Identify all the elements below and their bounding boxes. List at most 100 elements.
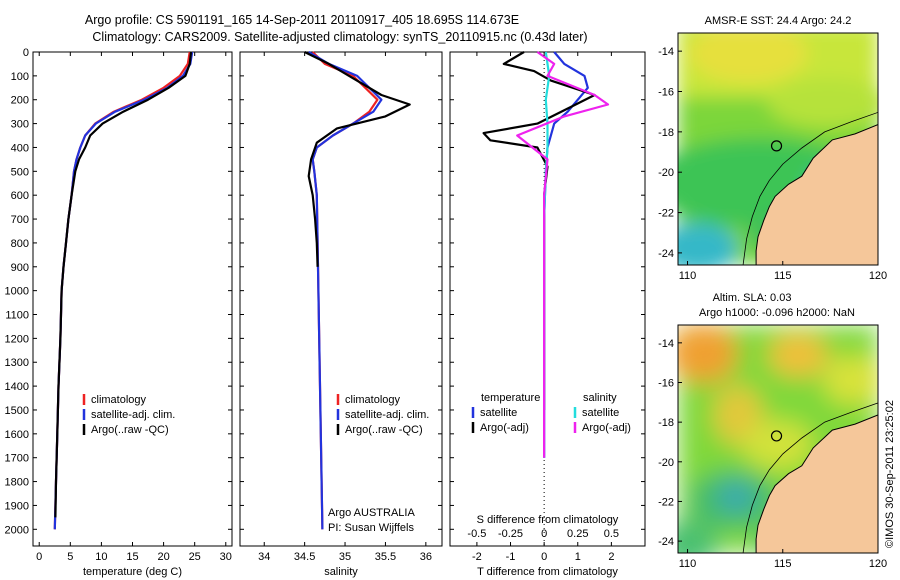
map-y-tick-label: -14: [658, 338, 674, 350]
map-x-tick-label: 120: [869, 270, 887, 282]
map-sst-title: AMSR-E SST: 24.4 Argo: 24.2: [705, 15, 852, 27]
sla-high-1: [678, 325, 738, 383]
y-tick-label: 1100: [5, 310, 29, 322]
x-tick-label: -1: [506, 551, 516, 563]
y-tick-label: 700: [11, 214, 29, 226]
salinity-xlabel: salinity: [324, 566, 358, 578]
sla-high-3: [823, 355, 878, 405]
map-y-tick-label: -14: [658, 46, 674, 58]
y-tick-label: 1700: [5, 453, 29, 465]
difference-series-3: [516, 51, 610, 458]
x-tick-label-s: 0.5: [604, 528, 619, 540]
x-tick-label: 1: [575, 551, 581, 563]
map-sst-isobath: [742, 111, 878, 265]
legend-entry: Argo(-adj): [582, 422, 631, 434]
y-tick-label: 1600: [5, 429, 29, 441]
map-sla-frame: [677, 324, 879, 554]
map-y-tick-label: -24: [658, 248, 674, 260]
map-y-tick-label: -18: [658, 127, 674, 139]
map-sst-frame: [677, 32, 879, 266]
map-x-tick-label: 115: [774, 558, 792, 570]
map-y-tick-label: -20: [658, 167, 674, 179]
salinity-series-2: [304, 51, 411, 267]
difference-xlabel-top: S difference from climatology: [477, 514, 619, 526]
map-sla-field: [678, 325, 878, 553]
x-tick-label: 34.5: [294, 551, 315, 563]
salinity-panel: 34 34.5 35 35.5 36 salinity climatology satelli…: [239, 51, 443, 578]
map-y-tick-label: -16: [658, 377, 674, 389]
y-tick-label: 2000: [5, 524, 29, 536]
sst-cold-spot: [678, 223, 738, 265]
y-tick-label: 1900: [5, 500, 29, 512]
map-sst-panel: 110 115 120 -14 -16 -18 -20 -22 -24 AMSR-E SST: 2…: [658, 15, 887, 282]
x-tick-label: 0: [36, 551, 42, 563]
y-tick-label: 1000: [5, 286, 29, 298]
difference-panel: -2 -1 0 1 2 -0.5 -0.25 0 0.25 0.5 S difference fro…: [449, 51, 646, 578]
y-tick-label: 900: [11, 262, 29, 274]
map-sla-panel: 110 115 120 -14 -16 -18 -20 -22 -24 Altim. SLA: 0…: [658, 292, 887, 570]
figure-title-line1: Argo profile: CS 5901191_165 14-Sep-2011…: [85, 13, 519, 27]
x-tick-label: 0: [541, 551, 547, 563]
difference-xlabel: T difference from climatology: [477, 566, 618, 578]
sla-low-2: [678, 520, 718, 553]
legend-title-salinity: salinity: [583, 392, 617, 404]
map-y-tick-label: -24: [658, 536, 674, 548]
y-tick-label: 1300: [5, 357, 29, 369]
y-tick-label: 1200: [5, 333, 29, 345]
salinity-frame: [239, 51, 443, 547]
legend-title-temperature: temperature: [481, 392, 540, 404]
x-tick-label: 10: [95, 551, 107, 563]
map-y-tick-label: -22: [658, 208, 674, 220]
x-tick-label: 35: [339, 551, 351, 563]
x-tick-label-s: 0: [541, 528, 547, 540]
x-tick-label: 35.5: [375, 551, 396, 563]
y-tick-label: 500: [11, 166, 29, 178]
x-tick-label-s: -0.25: [498, 528, 523, 540]
y-tick-label: 1500: [5, 405, 29, 417]
sla-high-5: [743, 420, 813, 470]
legend-entry: Argo(-adj): [480, 422, 529, 434]
x-tick-label-s: 0.25: [567, 528, 588, 540]
map-sla-land: [755, 414, 878, 553]
legend-entry: satellite: [480, 407, 517, 419]
x-tick-label: 34: [258, 551, 270, 563]
map-sla-isobath: [742, 402, 878, 553]
map-sla-argo-marker: [770, 430, 783, 442]
sla-high-2: [768, 333, 828, 377]
legend-entry: satellite: [582, 407, 619, 419]
map-y-tick-label: -22: [658, 496, 674, 508]
x-tick-label-s: -0.5: [467, 528, 486, 540]
x-tick-label: 2: [608, 551, 614, 563]
y-tick-label: 800: [11, 238, 29, 250]
salinity-annotation-line2: PI: Susan Wijffels: [328, 522, 414, 534]
y-tick-label: 1800: [5, 477, 29, 489]
legend-entry: Argo(..raw -QC): [345, 424, 423, 436]
y-tick-label: 400: [11, 142, 29, 154]
figure-title-line2: Climatology: CARS2009. Satellite-adjuste…: [92, 30, 587, 44]
temperature-xlabel: temperature (deg C): [83, 566, 182, 578]
legend-entry: climatology: [91, 394, 147, 406]
map-x-tick-label: 110: [679, 270, 697, 282]
y-tick-label: 600: [11, 190, 29, 202]
map-y-tick-label: -18: [658, 417, 674, 429]
imos-side-label: ©IMOS 30-Sep-2011 23:25:02: [884, 400, 896, 548]
temperature-series-2: [54, 51, 193, 518]
x-tick-label: 15: [126, 551, 138, 563]
y-tick-label: 200: [11, 95, 29, 107]
x-tick-label: 5: [67, 551, 73, 563]
y-tick-label: 1400: [5, 381, 29, 393]
legend-entry: climatology: [345, 394, 401, 406]
map-sla-title-line1: Altim. SLA: 0.03: [713, 292, 792, 304]
map-sst-argo-marker: [770, 140, 783, 152]
sst-mid-spot: [768, 78, 878, 128]
x-tick-label: 20: [157, 551, 169, 563]
map-x-tick-label: 120: [869, 558, 887, 570]
map-y-tick-label: -20: [658, 457, 674, 469]
x-tick-label: 30: [220, 551, 232, 563]
x-tick-label: -2: [472, 551, 482, 563]
sst-warm-spot: [688, 33, 808, 83]
salinity-series-1: [308, 51, 383, 530]
map-y-tick-label: -16: [658, 87, 674, 99]
map-x-tick-label: 115: [774, 270, 792, 282]
